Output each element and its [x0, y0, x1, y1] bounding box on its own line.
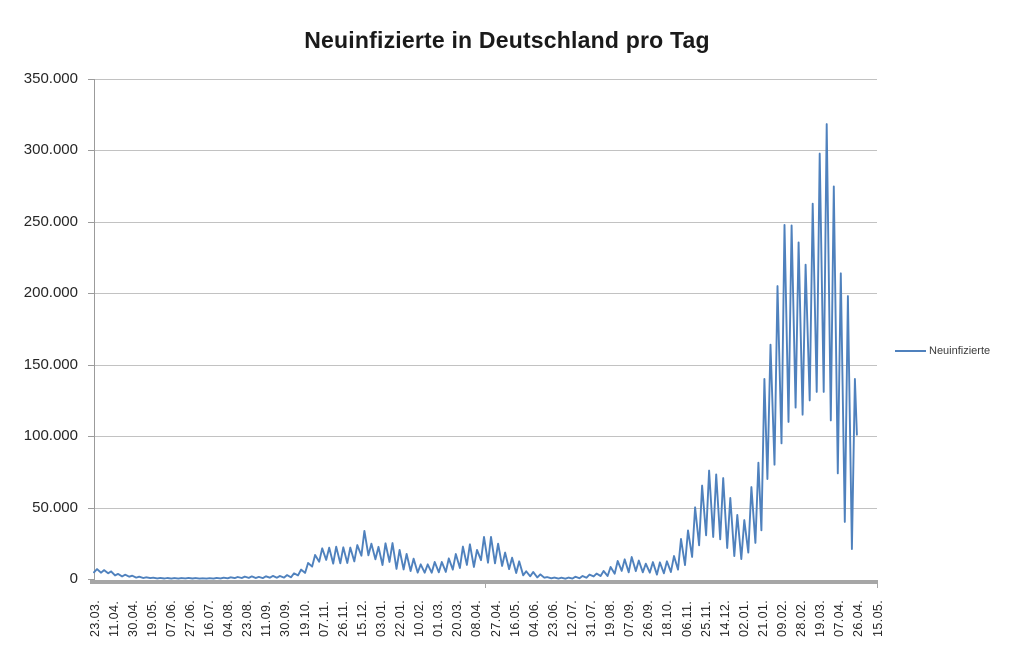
x-tick-label: 26.11. [335, 600, 350, 637]
x-tick-label: 07.09. [622, 599, 637, 637]
y-tick-label: 150.000 [23, 355, 78, 373]
x-tick-label: 19.05. [144, 599, 159, 637]
y-tick-label: 300.000 [23, 141, 78, 159]
y-tick-label: 100.000 [23, 427, 78, 445]
legend-label: Neuinfizierte [929, 345, 991, 357]
x-tick-label: 26.09. [641, 599, 656, 637]
y-tick-label: 250.000 [23, 212, 78, 230]
x-tick-label: 06.11. [679, 600, 694, 637]
x-tick-label: 30.04. [125, 599, 140, 637]
x-tick-label: 02.01. [736, 599, 751, 637]
y-tick-label: 0 [69, 570, 78, 587]
x-tick-label: 19.10. [297, 599, 312, 637]
x-tick-label: 12.07. [564, 599, 579, 637]
x-tick-label: 09.02. [775, 599, 789, 637]
x-tick-label: 16.07. [202, 599, 217, 637]
x-tick-label: 07.06. [163, 599, 178, 637]
x-tick-label: 18.10. [660, 599, 675, 637]
x-tick-label: 27.04. [488, 599, 503, 637]
x-tick-label: 19.03. [813, 599, 828, 637]
x-tick-label: 19.08. [603, 599, 618, 637]
y-tick-label: 50.000 [32, 498, 78, 516]
x-tick-label: 07.04. [832, 599, 847, 637]
x-tick-label: 15.05. [870, 599, 885, 637]
legend: Neuinfizierte [895, 345, 990, 357]
x-tick-label: 16.05. [507, 599, 522, 637]
x-tick-label: 01.03. [431, 599, 446, 637]
x-tick-label: 27.06. [182, 599, 197, 637]
x-tick-label: 14.12. [717, 599, 732, 637]
x-tick-label: 28.02. [794, 599, 809, 637]
x-tick-label: 07.11. [316, 600, 331, 637]
x-tick-label: 23.06. [545, 599, 560, 637]
x-tick-label: 10.02. [412, 599, 427, 637]
x-tick-label: 22.01. [393, 599, 408, 637]
x-tick-label: 25.11. [698, 600, 713, 637]
x-tick-label: 30.09. [278, 599, 293, 637]
x-tick-label: 31.07. [584, 599, 599, 637]
x-tick-label: 20.03. [450, 599, 465, 637]
x-tick-label: 15.12. [354, 599, 369, 637]
x-tick-label: 26.04. [851, 599, 866, 637]
legend-line-marker [895, 350, 926, 352]
x-tick-label: 08.04. [469, 599, 484, 637]
x-tick-label: 23.03. [87, 599, 102, 637]
x-tick-label: 11.09. [259, 600, 274, 637]
chart-title: Neuinfizierte in Deutschland pro Tag [304, 27, 710, 53]
x-axis-bar [90, 580, 877, 584]
x-tick-label: 23.08. [240, 599, 255, 637]
x-tick-label: 04.06. [526, 599, 541, 637]
x-tick-label: 04.08. [221, 599, 236, 637]
x-tick-label: 03.01. [373, 599, 388, 637]
y-tick-label: 200.000 [23, 284, 78, 302]
y-tick-label: 350.000 [23, 70, 78, 87]
series-line [93, 123, 858, 580]
x-tick-label: 11.04. [106, 600, 121, 637]
x-tick-label: 21.01. [755, 599, 770, 637]
